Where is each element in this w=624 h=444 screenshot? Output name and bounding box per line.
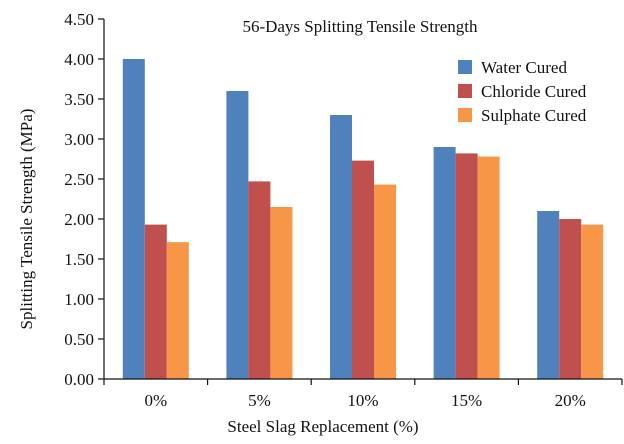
bar-water-cured-15pct: [433, 147, 456, 379]
legend-label: Sulphate Cured: [481, 106, 587, 125]
y-tick-label: 3.50: [64, 90, 94, 109]
bar-sulphate-cured-0pct: [166, 242, 189, 379]
bar-water-cured-5pct: [226, 91, 249, 379]
y-axis-title: Splitting Tensile Strength (MPa): [17, 109, 36, 330]
bar-water-cured-20pct: [537, 211, 560, 379]
chart-title: 56-Days Splitting Tensile Strength: [242, 17, 478, 36]
bar-chloride-cured-15pct: [455, 153, 478, 379]
bar-water-cured-10pct: [330, 115, 352, 379]
bar-sulphate-cured-5pct: [270, 207, 293, 379]
legend-swatch: [458, 60, 472, 74]
x-tick-label: 0%: [144, 391, 167, 410]
bars-layer: [122, 59, 604, 379]
bar-chloride-cured-0pct: [144, 224, 167, 379]
x-tick-label: 10%: [347, 391, 378, 410]
y-tick-label: 4.00: [64, 50, 94, 69]
y-tick-label: 0.50: [64, 330, 94, 349]
bar-sulphate-cured-20pct: [581, 224, 604, 379]
x-tick-label: 20%: [555, 391, 586, 410]
bar-chloride-cured-10pct: [352, 160, 374, 379]
y-tick-label: 4.50: [64, 10, 94, 29]
y-tick-label: 2.00: [64, 210, 94, 229]
y-tick-label: 0.00: [64, 370, 94, 389]
legend: Water Cured Chloride Cured Sulphate Cured: [458, 58, 587, 125]
legend-label: Water Cured: [481, 58, 567, 77]
bar-sulphate-cured-10pct: [374, 184, 396, 379]
legend-swatch: [458, 84, 472, 98]
bar-chloride-cured-5pct: [248, 181, 271, 379]
bar-sulphate-cured-15pct: [477, 156, 500, 379]
legend-swatch: [458, 108, 472, 122]
y-tick-label: 3.00: [64, 130, 94, 149]
y-tick-label: 1.50: [64, 250, 94, 269]
labels-layer: 0.00 0.50 1.00 1.50 2.00 2.50 3.00 3.50 4.00 4.50…: [64, 10, 586, 410]
bar-water-cured-0pct: [122, 59, 145, 379]
x-axis-title: Steel Slag Replacement (%): [227, 417, 418, 436]
y-tick-label: 1.00: [64, 290, 94, 309]
x-tick-label: 5%: [248, 391, 271, 410]
y-tick-label: 2.50: [64, 170, 94, 189]
x-tick-label: 15%: [451, 391, 482, 410]
axes-layer: [98, 18, 623, 385]
bar-chloride-cured-20pct: [559, 219, 582, 379]
legend-label: Chloride Cured: [481, 82, 587, 101]
